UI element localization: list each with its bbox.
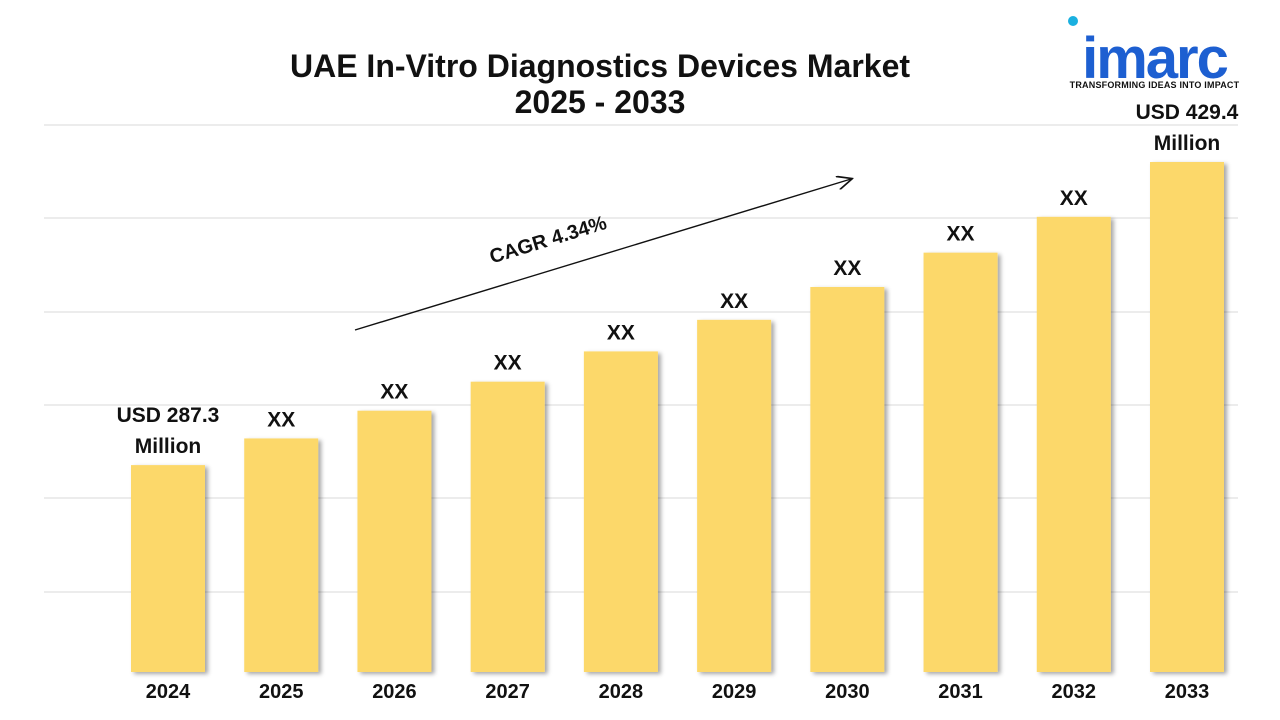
bar-2029	[697, 319, 772, 672]
chart-title-line-1: UAE In-Vitro Diagnostics Devices Market	[289, 48, 911, 84]
tick-label-2033: 2033	[1165, 681, 1210, 703]
bar-2025	[244, 438, 319, 672]
data-label-2030-1: XX	[833, 257, 861, 280]
data-label-2032-1: XX	[1060, 187, 1088, 210]
bar-2024	[131, 465, 205, 672]
bar-2026	[357, 410, 432, 672]
tick-label-2032: 2032	[1052, 681, 1097, 703]
tick-label-2024: 2024	[146, 681, 191, 703]
data-label-2028-1: XX	[607, 321, 635, 344]
data-label-2025-1: XX	[267, 408, 295, 431]
tick-label-2025: 2025	[259, 681, 304, 703]
bar-2027	[470, 381, 545, 672]
cagr-arrow	[354, 179, 851, 331]
tick-label-2029: 2029	[712, 681, 757, 703]
data-label-2029-1: XX	[720, 290, 748, 313]
bar-2028	[583, 351, 658, 672]
data-label-2033-1: USD 429.4	[1136, 101, 1239, 124]
data-label-2024-1: USD 287.3	[117, 404, 220, 427]
tick-label-2028: 2028	[599, 681, 644, 703]
logo-wordmark: imarc	[1082, 26, 1229, 91]
tick-label-2030: 2030	[825, 681, 870, 703]
chart-title-line-2: 2025 - 2033	[514, 84, 686, 120]
logo-tagline: TRANSFORMING IDEAS INTO IMPACT	[1069, 80, 1240, 90]
data-label-2026-1: XX	[380, 381, 408, 404]
bar-2032	[1036, 216, 1111, 673]
tick-label-2031: 2031	[938, 681, 983, 703]
imarc-logo: imarc TRANSFORMING IDEAS INTO IMPACT	[1062, 16, 1247, 96]
cagr-annotation: CAGR 4.34%	[487, 212, 610, 268]
logo-dot-icon	[1068, 16, 1078, 26]
bar-2030	[810, 286, 885, 672]
data-label-2027-1: XX	[494, 352, 522, 375]
data-label-2024-2: Million	[135, 435, 202, 458]
data-label-2031-1: XX	[947, 223, 975, 246]
bar-2033	[1150, 162, 1224, 672]
tick-label-2027: 2027	[485, 681, 530, 703]
chart-title: UAE In-Vitro Diagnostics Devices Market …	[150, 48, 1050, 120]
data-label-2033-2: Million	[1154, 132, 1221, 155]
tick-label-2026: 2026	[372, 681, 417, 703]
bar-2031	[923, 252, 998, 672]
